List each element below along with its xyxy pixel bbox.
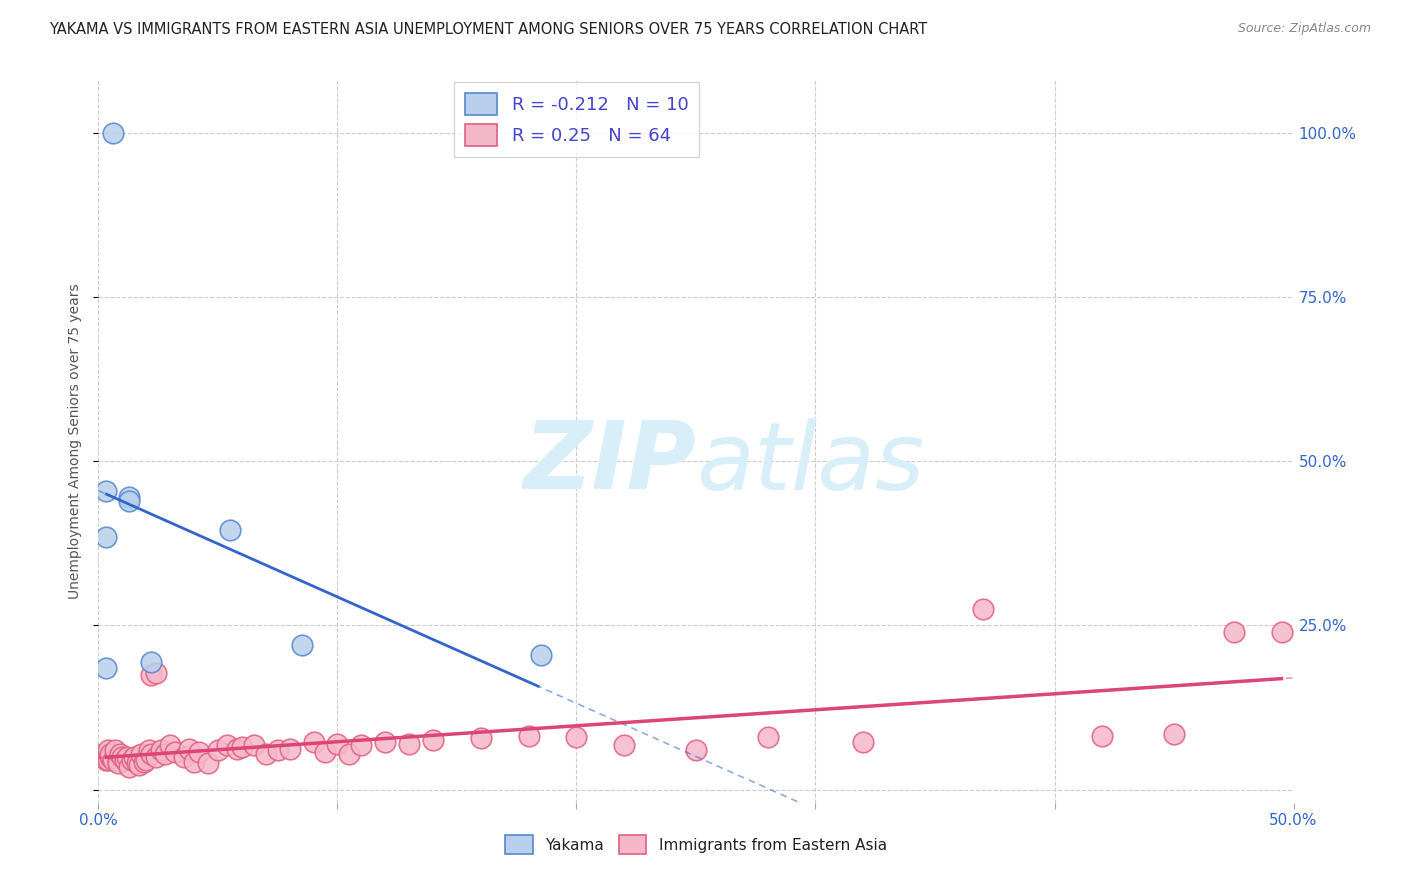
Point: [1091, 729, 1114, 743]
Point: [124, 749, 146, 764]
Point: [118, 493, 141, 508]
Point: [267, 743, 290, 757]
Point: [98, 749, 122, 764]
Point: [179, 742, 201, 756]
Point: [315, 745, 337, 759]
Point: [207, 743, 229, 757]
Point: [530, 648, 553, 662]
Point: [470, 731, 492, 746]
Text: Source: ZipAtlas.com: Source: ZipAtlas.com: [1237, 22, 1371, 36]
Point: [972, 602, 994, 616]
Point: [135, 753, 157, 767]
Point: [125, 756, 148, 771]
Point: [278, 742, 301, 756]
Point: [104, 743, 127, 757]
Point: [187, 745, 209, 759]
Point: [852, 735, 875, 749]
Point: [1163, 727, 1185, 741]
Point: [243, 738, 266, 752]
Point: [121, 753, 143, 767]
Point: [326, 737, 349, 751]
Legend: Yakama, Immigrants from Eastern Asia: Yakama, Immigrants from Eastern Asia: [499, 830, 893, 860]
Point: [128, 757, 150, 772]
Point: [139, 667, 162, 681]
Point: [97, 743, 120, 757]
Point: [155, 747, 177, 761]
Point: [145, 749, 167, 764]
Point: [139, 747, 162, 761]
Point: [131, 747, 153, 761]
Point: [219, 523, 242, 537]
Point: [94, 530, 117, 544]
Point: [197, 756, 219, 771]
Point: [163, 745, 186, 759]
Text: YAKAMA VS IMMIGRANTS FROM EASTERN ASIA UNEMPLOYMENT AMONG SENIORS OVER 75 YEARS : YAKAMA VS IMMIGRANTS FROM EASTERN ASIA U…: [49, 22, 928, 37]
Point: [139, 655, 162, 669]
Point: [302, 735, 325, 749]
Point: [1271, 625, 1294, 640]
Point: [107, 753, 129, 767]
Point: [108, 747, 131, 761]
Point: [159, 738, 181, 752]
Point: [111, 749, 134, 764]
Point: [183, 755, 205, 769]
Point: [226, 742, 249, 756]
Point: [145, 665, 167, 680]
Point: [101, 126, 124, 140]
Point: [149, 743, 172, 757]
Point: [374, 735, 396, 749]
Text: ZIP: ZIP: [523, 417, 696, 509]
Point: [254, 747, 277, 761]
Point: [339, 747, 361, 761]
Point: [115, 749, 138, 764]
Point: [217, 738, 239, 752]
Point: [613, 738, 636, 752]
Point: [94, 661, 117, 675]
Point: [132, 755, 155, 769]
Text: atlas: atlas: [696, 417, 924, 508]
Point: [1223, 625, 1246, 640]
Point: [517, 729, 540, 743]
Point: [97, 753, 120, 767]
Point: [138, 743, 160, 757]
Point: [91, 747, 114, 761]
Point: [101, 753, 124, 767]
Point: [107, 756, 129, 771]
Point: [118, 491, 141, 505]
Point: [398, 737, 420, 751]
Point: [231, 739, 253, 754]
Point: [756, 730, 779, 744]
Point: [94, 483, 117, 498]
Point: [291, 638, 314, 652]
Point: [98, 747, 122, 761]
Point: [118, 760, 141, 774]
Point: [422, 733, 444, 747]
Point: [350, 738, 373, 752]
Point: [114, 753, 136, 767]
Point: [685, 743, 707, 757]
Point: [173, 749, 195, 764]
Y-axis label: Unemployment Among Seniors over 75 years: Unemployment Among Seniors over 75 years: [69, 284, 83, 599]
Point: [94, 753, 117, 767]
Point: [565, 730, 588, 744]
